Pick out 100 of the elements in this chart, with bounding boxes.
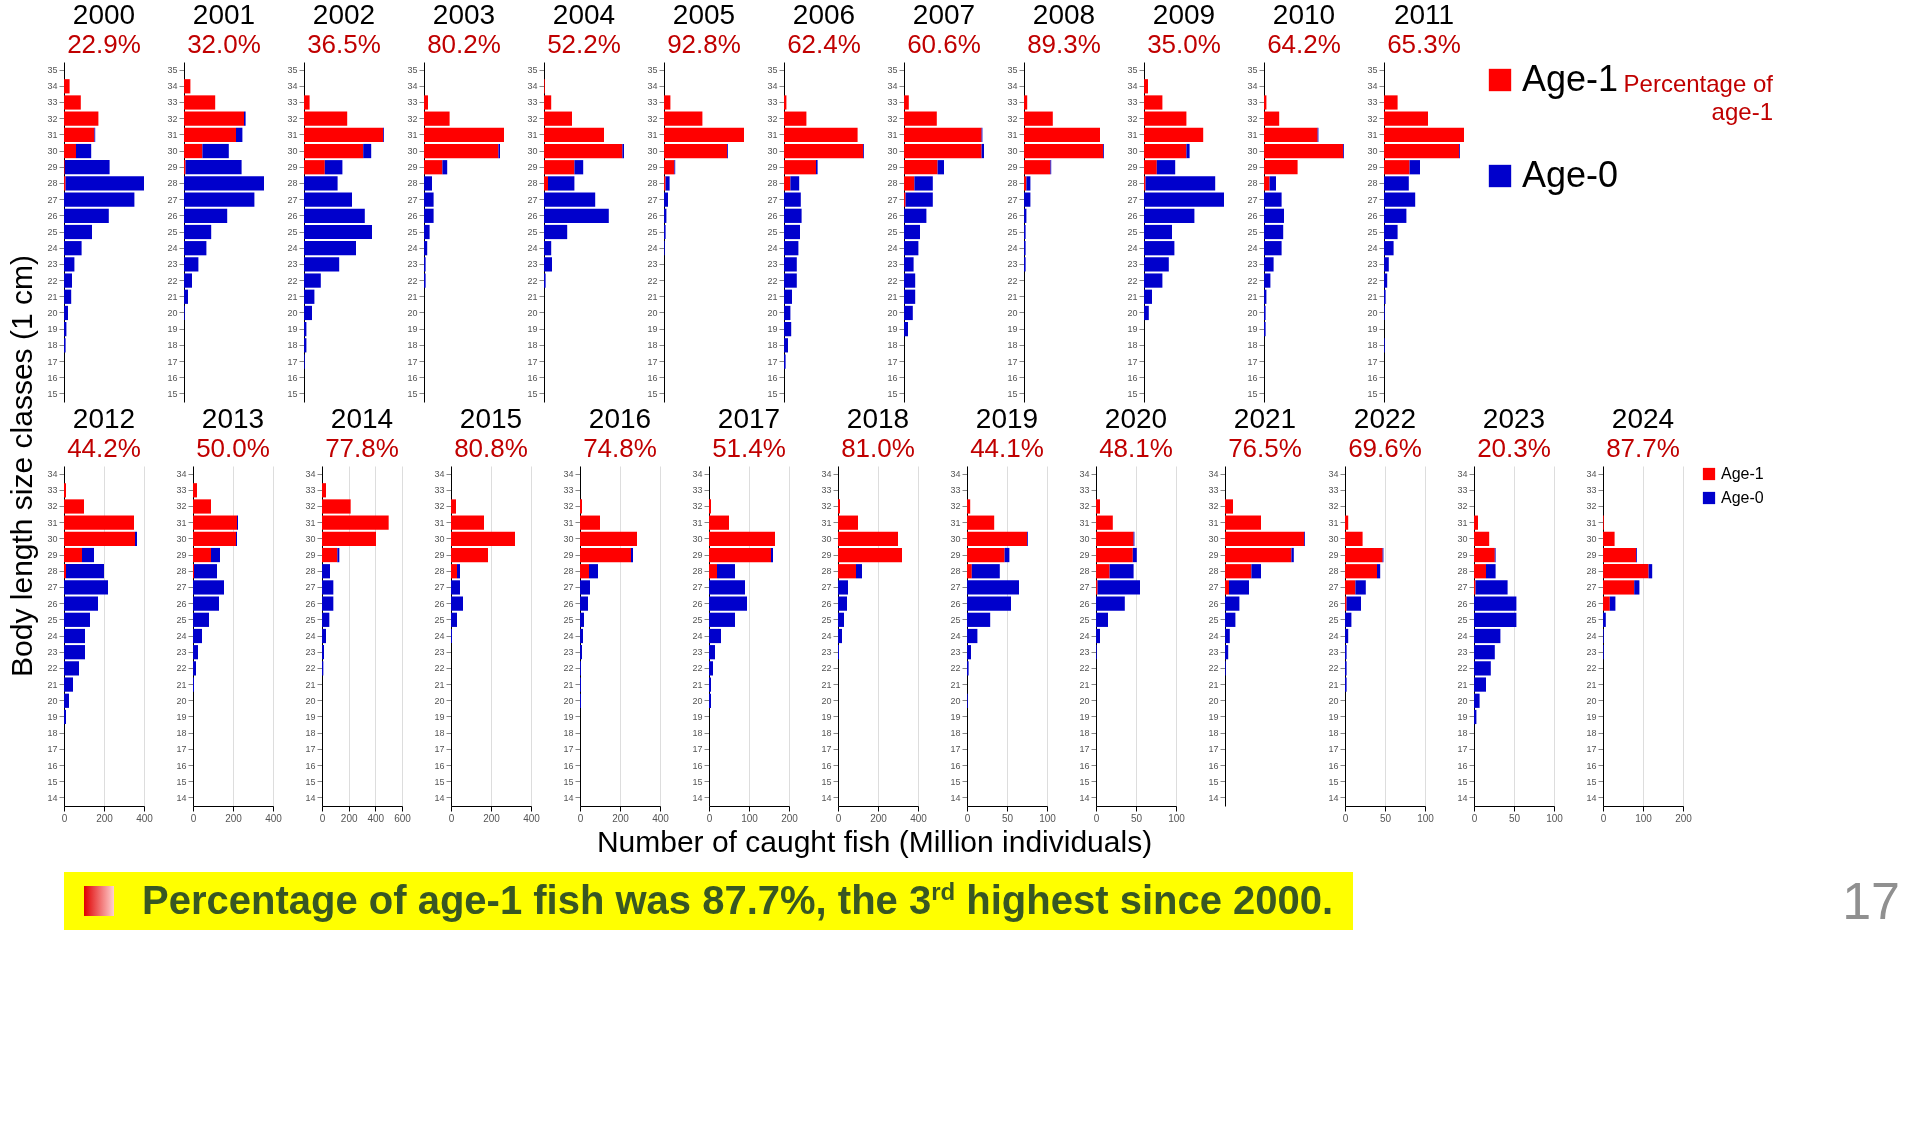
text: Percentage of age-1 fish was 87.7%, the 3$^{rd}$ highest since 2000. [142,878,1334,924]
y-tick-label: 20 [1586,695,1597,706]
bar [784,305,791,321]
legend-label: Age-0 [1522,154,1619,195]
y-tick-label: 17 [1247,356,1258,367]
x-tick-label: 100 [1168,812,1186,824]
x-tick-label: 400 [652,812,670,824]
bar [322,483,326,498]
y-tick-label: 23 [1328,647,1339,658]
y-tick-label: 31 [287,129,298,140]
y-tick-label: 14 [692,792,703,803]
y-tick-label: 26 [821,598,832,609]
bar [717,564,735,579]
bar [64,127,95,142]
y-tick-label: 21 [1127,291,1138,302]
bar [1345,564,1377,579]
x-tick-label: 0 [1093,812,1100,824]
y-tick-label: 14 [434,792,445,803]
bar [1264,241,1282,256]
y-tick-label: 30 [887,146,898,157]
x-tick-label: 100 [1039,812,1057,824]
y-tick-label: 17 [1007,356,1018,367]
chart-subtitle: 64.2% [1267,29,1341,59]
y-tick-label: 35 [767,65,778,76]
y-tick-label: 29 [767,162,778,173]
y-tick-label: 34 [1586,469,1597,480]
chart-title: 2015 [459,403,523,434]
y-tick-label: 24 [176,631,187,641]
y-tick-label: 19 [950,711,961,722]
chart-title: 2017 [717,403,781,434]
bar [1384,143,1460,159]
y-tick-label: 17 [767,356,778,367]
y-tick-label: 27 [821,582,832,593]
y-tick-label: 25 [47,227,58,237]
bar [664,95,671,110]
y-tick-label: 34 [176,469,187,480]
y-tick-label: 21 [47,291,58,302]
y-tick-label: 23 [305,647,316,658]
y-tick-label: 34 [1208,469,1219,480]
bar [64,628,85,644]
y-tick-label: 25 [1586,614,1597,625]
bar [184,208,228,223]
x-tick-label: 0 [1471,812,1478,824]
y-tick-label: 18 [647,340,658,351]
y-tick-label: 19 [167,324,178,335]
y-tick-label: 29 [1007,162,1018,173]
bar [1474,693,1480,708]
y-tick-label: 15 [692,776,703,787]
chart-title: 2009 [1152,0,1216,30]
y-tick-label: 27 [1457,582,1468,593]
text: Percentage of age-1 [1623,69,1773,126]
y-tick-label: 16 [434,760,445,771]
bar [904,305,913,321]
bar [544,224,568,240]
y-tick-label: 34 [887,81,898,92]
bar [451,612,457,627]
y-tick-label: 22 [950,663,961,674]
y-tick-label: 18 [1079,728,1090,739]
y-tick-label: 32 [1208,501,1219,512]
y-tick-label: 16 [1247,372,1258,383]
y-tick-label: 20 [1457,695,1468,706]
y-tick-label: 31 [563,517,574,528]
y-tick-label: 17 [287,356,298,367]
bar [184,127,236,142]
y-tick-label: 22 [1247,275,1258,286]
y-tick-label: 24 [1007,243,1018,254]
y-tick-label: 32 [47,501,58,512]
y-tick-label: 34 [305,469,316,480]
bar [1264,224,1284,240]
y-tick-label: 19 [287,324,298,335]
y-tick-label: 22 [1208,663,1219,674]
bar [1474,645,1495,660]
y-tick-label: 34 [821,469,832,480]
bar [304,127,384,142]
y-tick-label: 25 [167,227,178,237]
x-tick-label: 100 [741,812,759,824]
x-tick-label: 200 [612,812,630,824]
bar [82,547,94,563]
x-tick-label: 100 [1546,812,1564,824]
bar [1634,580,1640,595]
y-tick-label: 20 [767,307,778,318]
bar [193,628,202,644]
y-tick-label: 28 [407,178,418,189]
y-tick-label: 19 [1247,324,1258,335]
y-tick-label: 31 [47,129,58,140]
y-tick-label: 25 [1247,227,1258,237]
bar [544,111,572,126]
chart-subtitle: 89.3% [1027,29,1101,59]
bar [451,547,488,563]
chart-title: 2022 [1353,403,1417,434]
y-tick-label: 16 [1586,760,1597,771]
bar [64,79,70,94]
y-tick-label: 30 [1007,146,1018,157]
bar [664,160,675,175]
bar [1603,531,1615,546]
y-tick-label: 33 [287,97,298,108]
y-tick-label: 27 [692,582,703,593]
y-tick-label: 16 [950,760,961,771]
y-tick-label: 32 [305,501,316,512]
y-tick-label: 25 [1367,227,1378,237]
